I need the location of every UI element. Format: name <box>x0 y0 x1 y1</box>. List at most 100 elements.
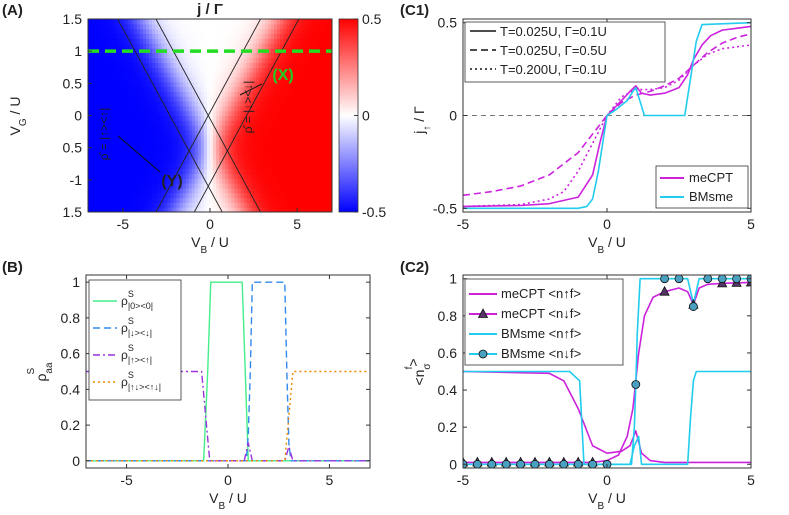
heatmap-cell <box>155 120 159 126</box>
heatmap-cell <box>213 120 217 126</box>
heatmap-cell <box>194 158 199 165</box>
heatmap-cell <box>182 81 187 88</box>
heatmap-cell <box>225 154 229 160</box>
heatmap-cell <box>328 105 332 112</box>
heatmap-cell <box>155 173 159 179</box>
heatmap-cell <box>103 163 107 170</box>
heatmap-cell <box>304 62 309 68</box>
heatmap-cell <box>322 76 327 83</box>
heatmap-cell <box>289 139 293 146</box>
heatmap-cell <box>316 33 321 39</box>
boundary-line <box>117 19 223 212</box>
heatmap-cell <box>176 110 181 117</box>
panel-c2-ylabel: <nσf> <box>404 358 433 385</box>
heatmap-cell <box>197 197 202 203</box>
heatmap-cell <box>274 144 278 150</box>
heatmap-cell <box>210 149 214 155</box>
heatmap-cell <box>246 139 251 146</box>
heatmap-cell <box>298 207 303 212</box>
heatmap-cell <box>139 178 144 184</box>
heatmap-cell <box>176 197 181 203</box>
heatmap-cell <box>216 178 220 184</box>
heatmap-cell <box>313 154 318 160</box>
heatmap-cell <box>213 173 217 179</box>
heatmap-cell <box>280 62 284 68</box>
heatmap-cell <box>319 72 324 78</box>
heatmap-cell <box>210 139 214 146</box>
heatmap-cell <box>228 19 232 25</box>
heatmap-cell <box>237 33 242 39</box>
heatmap-cell <box>206 197 211 203</box>
heatmap-cell <box>252 62 257 68</box>
heatmap-cell <box>115 38 120 44</box>
heatmap-cell <box>210 19 214 25</box>
heatmap-cell <box>322 62 327 68</box>
heatmap-cell <box>97 62 101 68</box>
heatmap-cell <box>216 139 220 146</box>
heatmap-cell <box>155 110 159 117</box>
heatmap-cell <box>313 173 318 179</box>
heatmap-cell <box>161 96 165 102</box>
heatmap-cell <box>88 76 92 83</box>
heatmap-cell <box>298 154 303 160</box>
heatmap-cell <box>203 134 208 141</box>
heatmap-cell <box>322 38 327 44</box>
heatmap-cell <box>139 158 144 165</box>
heatmap-cell <box>234 158 239 165</box>
heatmap-cell <box>313 168 318 174</box>
heatmap-cell <box>252 168 257 174</box>
heatmap-cell <box>130 86 135 92</box>
heatmap-cell <box>170 110 174 117</box>
heatmap-cell <box>161 163 165 170</box>
heatmap-cell <box>304 43 309 49</box>
heatmap-cell <box>161 72 165 78</box>
heatmap-cell <box>197 38 202 44</box>
heatmap-cell <box>277 81 281 88</box>
heatmap-cell <box>307 105 312 112</box>
heatmap-cell <box>191 178 196 184</box>
heatmap-cell <box>88 19 92 25</box>
heatmap-cell <box>228 129 232 136</box>
heatmap-cell <box>322 144 327 150</box>
heatmap-cell <box>319 76 324 83</box>
heatmap-cell <box>145 67 150 73</box>
heatmap-cell <box>246 43 251 49</box>
heatmap-cell <box>164 125 168 131</box>
heatmap-cell <box>313 52 318 59</box>
heatmap-cell <box>319 163 324 170</box>
heatmap-cell <box>325 101 330 107</box>
heatmap-cell <box>155 91 159 97</box>
heatmap-cell <box>167 149 171 155</box>
heatmap-cell <box>188 110 193 117</box>
heatmap-cell <box>106 134 110 141</box>
heatmap-cell <box>258 28 263 35</box>
heatmap-cell <box>240 67 245 73</box>
heatmap-cell <box>240 28 245 35</box>
heatmap-cell <box>91 192 95 199</box>
heatmap-cell <box>307 38 312 44</box>
heatmap-cell <box>182 43 187 49</box>
heatmap-cell <box>121 72 126 78</box>
heatmap-cell <box>136 33 141 39</box>
heatmap-cell <box>216 76 220 83</box>
heatmap-cell <box>152 47 156 54</box>
heatmap-cell <box>219 139 223 146</box>
heatmap-cell <box>94 33 98 39</box>
heatmap-cell <box>164 110 168 117</box>
heatmap-cell <box>286 105 290 112</box>
heatmap-cell <box>234 168 239 174</box>
heatmap-cell <box>240 110 245 117</box>
heatmap-cell <box>206 67 211 73</box>
heatmap-cell <box>322 28 327 35</box>
heatmap-cell <box>206 57 211 64</box>
heatmap-cell <box>292 62 296 68</box>
heatmap-cell <box>264 125 269 131</box>
heatmap-cell <box>124 168 129 174</box>
heatmap-cell <box>228 76 232 83</box>
heatmap-cell <box>246 207 251 212</box>
heatmap-cell <box>231 62 235 68</box>
heatmap-cell <box>316 72 321 78</box>
heatmap-cell <box>91 110 95 117</box>
heatmap-cell <box>161 86 165 92</box>
heatmap-cell <box>164 134 168 141</box>
